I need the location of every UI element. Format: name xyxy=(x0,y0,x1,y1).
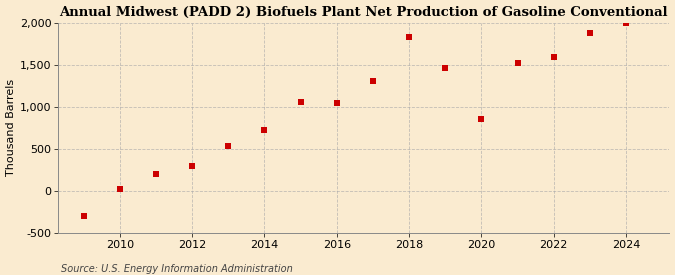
Point xyxy=(295,100,306,104)
Point xyxy=(585,31,595,35)
Point xyxy=(548,55,559,59)
Point xyxy=(331,101,342,106)
Point xyxy=(512,61,523,65)
Point xyxy=(151,172,161,177)
Point xyxy=(440,66,451,70)
Point xyxy=(114,186,125,191)
Y-axis label: Thousand Barrels: Thousand Barrels xyxy=(5,79,16,177)
Point xyxy=(223,144,234,148)
Point xyxy=(187,164,198,168)
Title: Annual Midwest (PADD 2) Biofuels Plant Net Production of Gasoline Conventional: Annual Midwest (PADD 2) Biofuels Plant N… xyxy=(59,6,668,18)
Point xyxy=(620,21,631,26)
Point xyxy=(476,116,487,121)
Point xyxy=(78,214,89,219)
Text: Source: U.S. Energy Information Administration: Source: U.S. Energy Information Administ… xyxy=(61,264,292,274)
Point xyxy=(404,35,414,39)
Point xyxy=(259,127,270,132)
Point xyxy=(367,78,378,83)
